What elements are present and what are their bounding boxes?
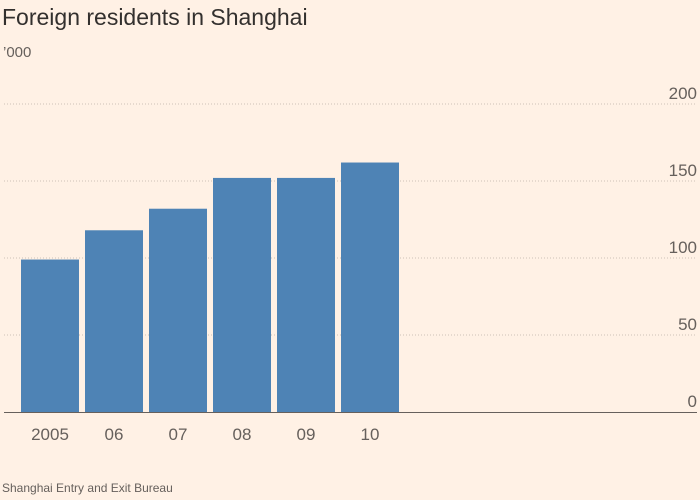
y-tick-label: 100 xyxy=(669,238,697,257)
bar-10 xyxy=(341,162,399,412)
x-tick-label: 08 xyxy=(233,425,252,444)
y-tick-label: 50 xyxy=(678,315,697,334)
y-tick-labels: 0 50 100 150 200 xyxy=(669,84,697,411)
bar-07 xyxy=(149,208,207,412)
x-tick-label: 10 xyxy=(361,425,380,444)
chart-title: Foreign residents in Shanghai xyxy=(2,4,308,30)
y-tick-label: 150 xyxy=(669,161,697,180)
y-tick-label: 200 xyxy=(669,84,697,103)
x-tick-label: 07 xyxy=(169,425,188,444)
y-axis-units: ’000 xyxy=(3,44,32,61)
source-note: Shanghai Entry and Exit Bureau xyxy=(2,481,173,495)
x-tick-label: 06 xyxy=(105,425,124,444)
y-tick-label: 0 xyxy=(688,392,697,411)
bar-08 xyxy=(213,177,271,412)
bar-2005 xyxy=(21,259,79,412)
x-tick-label: 09 xyxy=(297,425,316,444)
x-tick-label: 2005 xyxy=(31,425,69,444)
bar-09 xyxy=(277,177,335,412)
bar-06 xyxy=(85,230,143,412)
x-tick-labels: 2005 06 07 08 09 10 xyxy=(31,425,379,444)
bars xyxy=(21,162,399,412)
